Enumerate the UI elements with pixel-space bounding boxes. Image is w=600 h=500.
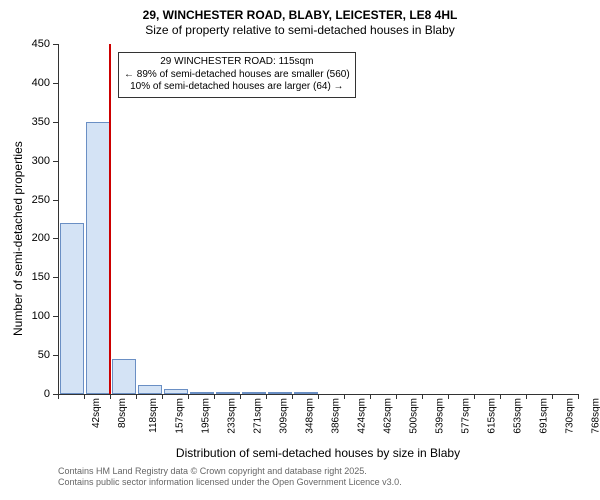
ytick-label: 450 bbox=[0, 38, 50, 50]
xtick-mark bbox=[58, 394, 59, 399]
xtick-mark bbox=[500, 394, 501, 399]
xtick-mark bbox=[526, 394, 527, 399]
xtick-mark bbox=[188, 394, 189, 399]
xtick-mark bbox=[214, 394, 215, 399]
ytick-mark bbox=[53, 122, 58, 123]
xtick-label: 424sqm bbox=[357, 398, 368, 434]
xtick-mark bbox=[162, 394, 163, 399]
histogram-bar bbox=[112, 359, 137, 394]
xtick-label: 271sqm bbox=[253, 398, 264, 434]
histogram-bar bbox=[216, 392, 241, 394]
xtick-mark bbox=[396, 394, 397, 399]
annotation-line-3: 10% of semi-detached houses are larger (… bbox=[124, 81, 350, 94]
histogram-bar bbox=[242, 392, 267, 394]
ytick-label: 400 bbox=[0, 77, 50, 89]
xtick-mark bbox=[136, 394, 137, 399]
histogram-bar bbox=[268, 392, 293, 394]
property-marker-line bbox=[109, 44, 111, 394]
ytick-label: 350 bbox=[0, 116, 50, 128]
xtick-label: 386sqm bbox=[331, 398, 342, 434]
ytick-mark bbox=[53, 83, 58, 84]
histogram-bar bbox=[138, 385, 163, 394]
xtick-label: 615sqm bbox=[487, 398, 498, 434]
xtick-label: 195sqm bbox=[201, 398, 212, 434]
xtick-label: 730sqm bbox=[565, 398, 576, 434]
xtick-label: 233sqm bbox=[227, 398, 238, 434]
chart-title-sub: Size of property relative to semi-detach… bbox=[0, 23, 600, 37]
ytick-label: 150 bbox=[0, 271, 50, 283]
ytick-mark bbox=[53, 316, 58, 317]
histogram-bar bbox=[190, 392, 215, 394]
xtick-mark bbox=[318, 394, 319, 399]
xtick-mark bbox=[578, 394, 579, 399]
ytick-mark bbox=[53, 355, 58, 356]
xtick-label: 462sqm bbox=[383, 398, 394, 434]
xtick-mark bbox=[84, 394, 85, 399]
ytick-label: 0 bbox=[0, 388, 50, 400]
histogram-chart: 29, WINCHESTER ROAD, BLABY, LEICESTER, L… bbox=[0, 0, 600, 500]
xtick-mark bbox=[422, 394, 423, 399]
ytick-mark bbox=[53, 44, 58, 45]
histogram-bar bbox=[86, 122, 111, 394]
xtick-mark bbox=[266, 394, 267, 399]
histogram-bar bbox=[294, 392, 319, 394]
ytick-label: 300 bbox=[0, 155, 50, 167]
ytick-mark bbox=[53, 161, 58, 162]
xtick-label: 118sqm bbox=[148, 398, 159, 433]
ytick-mark bbox=[53, 238, 58, 239]
ytick-mark bbox=[53, 200, 58, 201]
ytick-label: 100 bbox=[0, 310, 50, 322]
xtick-label: 500sqm bbox=[409, 398, 420, 434]
ytick-label: 50 bbox=[0, 349, 50, 361]
xtick-mark bbox=[448, 394, 449, 399]
xtick-mark bbox=[344, 394, 345, 399]
xtick-label: 577sqm bbox=[461, 398, 472, 434]
xtick-label: 691sqm bbox=[539, 398, 550, 434]
ytick-label: 250 bbox=[0, 194, 50, 206]
xtick-mark bbox=[240, 394, 241, 399]
histogram-bar bbox=[164, 389, 189, 394]
xtick-label: 653sqm bbox=[513, 398, 524, 434]
ytick-label: 200 bbox=[0, 232, 50, 244]
xtick-label: 309sqm bbox=[279, 398, 290, 434]
xtick-label: 80sqm bbox=[117, 398, 128, 428]
annotation-box: 29 WINCHESTER ROAD: 115sqm ← 89% of semi… bbox=[118, 52, 356, 98]
xtick-mark bbox=[370, 394, 371, 399]
xtick-mark bbox=[552, 394, 553, 399]
xtick-label: 42sqm bbox=[91, 398, 102, 428]
xtick-label: 157sqm bbox=[175, 398, 186, 434]
annotation-line-2: ← 89% of semi-detached houses are smalle… bbox=[124, 69, 350, 82]
attribution-text: Contains HM Land Registry data © Crown c… bbox=[58, 466, 402, 488]
attribution-line-2: Contains public sector information licen… bbox=[58, 477, 402, 488]
ytick-mark bbox=[53, 277, 58, 278]
attribution-line-1: Contains HM Land Registry data © Crown c… bbox=[58, 466, 402, 477]
annotation-line-1: 29 WINCHESTER ROAD: 115sqm bbox=[124, 56, 350, 69]
xtick-mark bbox=[292, 394, 293, 399]
xtick-label: 539sqm bbox=[435, 398, 446, 434]
xtick-label: 768sqm bbox=[591, 398, 600, 434]
x-axis-label: Distribution of semi-detached houses by … bbox=[58, 446, 578, 460]
chart-title-main: 29, WINCHESTER ROAD, BLABY, LEICESTER, L… bbox=[0, 0, 600, 22]
histogram-bar bbox=[60, 223, 85, 394]
xtick-label: 348sqm bbox=[305, 398, 316, 434]
xtick-mark bbox=[110, 394, 111, 399]
xtick-mark bbox=[474, 394, 475, 399]
